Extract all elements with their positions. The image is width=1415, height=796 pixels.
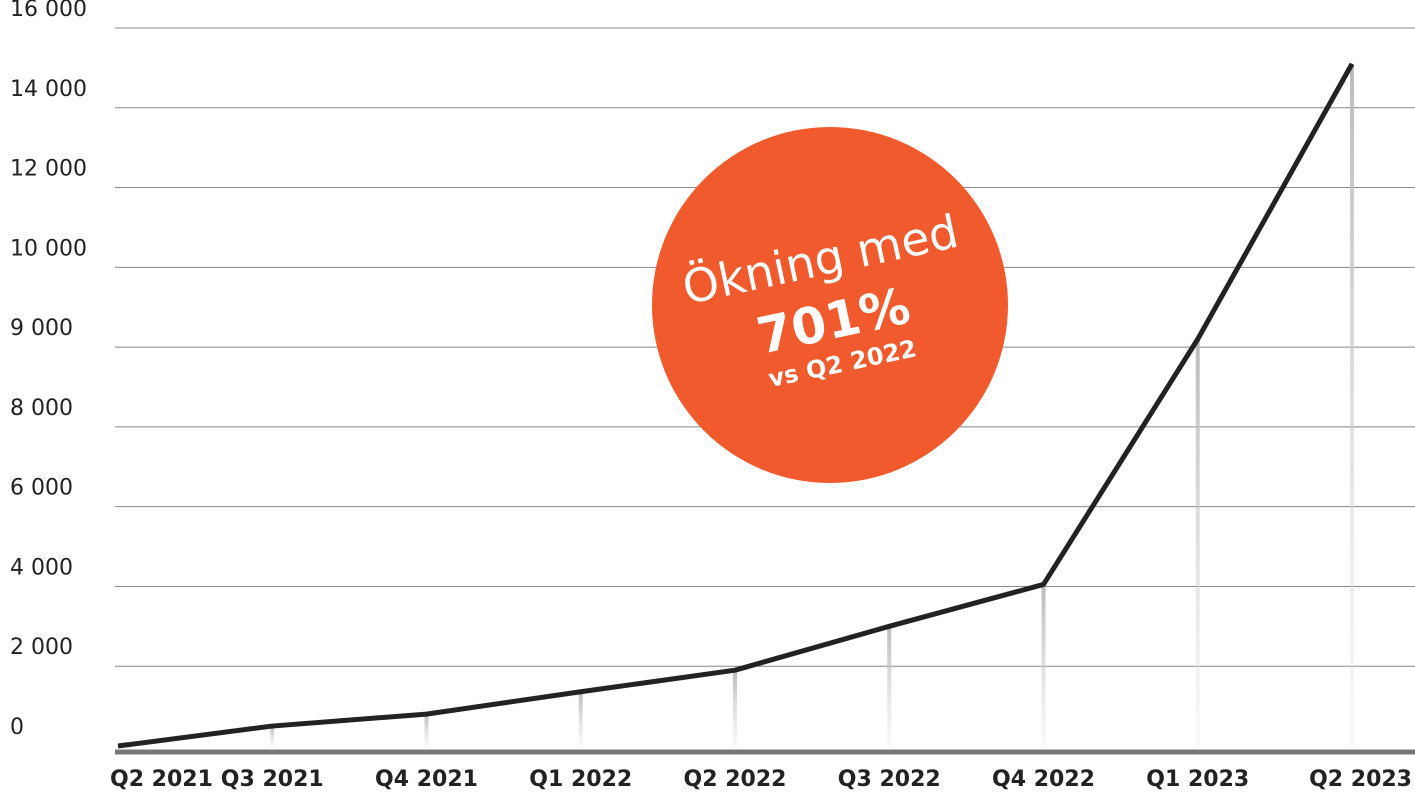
annotation-circle — [652, 127, 1008, 483]
x-tick-label: Q1 2022 — [529, 767, 632, 792]
drop-line — [1195, 339, 1200, 746]
y-tick-label: 0 — [10, 715, 24, 740]
y-tick-label: 4 000 — [10, 555, 73, 580]
y-tick-label: 16 000 — [10, 0, 87, 22]
y-tick-label: 9 000 — [10, 316, 73, 341]
x-tick-label: Q2 2022 — [684, 767, 787, 792]
x-tick-label: Q3 2022 — [838, 767, 941, 792]
x-tick-label: Q3 2021 — [221, 767, 324, 792]
y-tick-label: 6 000 — [10, 476, 73, 501]
x-tick-label: Q2 2021 — [110, 767, 213, 792]
drop-line — [887, 626, 892, 746]
drop-line — [733, 670, 737, 746]
drop-line — [1041, 584, 1046, 746]
y-tick-label: 10 000 — [10, 236, 87, 261]
y-tick-label: 12 000 — [10, 157, 87, 182]
x-tick-label: Q4 2021 — [375, 767, 478, 792]
y-tick-label: 8 000 — [10, 396, 73, 421]
y-tick-label: 2 000 — [10, 635, 73, 660]
y-tick-label: 14 000 — [10, 77, 87, 102]
drop-line — [1350, 63, 1354, 746]
x-tick-label: Q2 2023 — [1309, 767, 1412, 792]
x-tick-label: Q4 2022 — [992, 767, 1095, 792]
line — [117, 62, 1355, 749]
drop-line — [578, 691, 583, 746]
drop-line — [424, 714, 429, 746]
x-tick-label: Q1 2023 — [1146, 767, 1249, 792]
drop-line — [270, 726, 275, 746]
